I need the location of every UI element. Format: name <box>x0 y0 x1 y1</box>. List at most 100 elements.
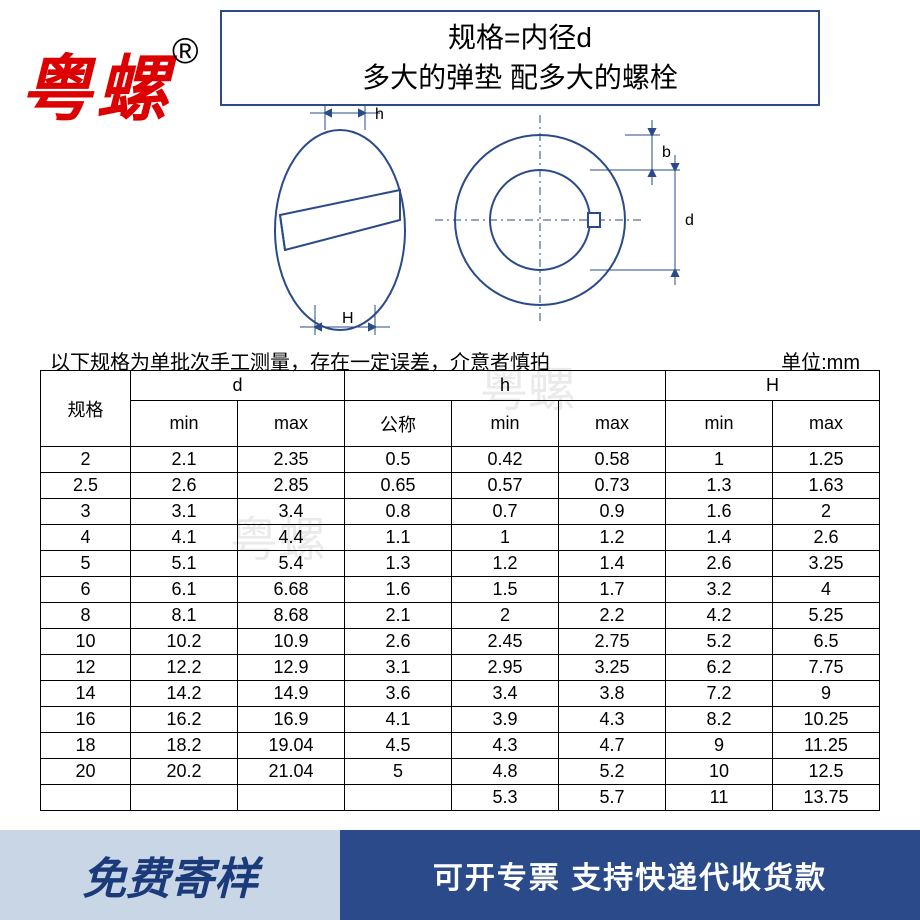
cell <box>345 785 452 811</box>
cell: 2.6 <box>131 473 238 499</box>
cell: 11 <box>666 785 773 811</box>
cell: 1.3 <box>666 473 773 499</box>
table-row: 55.15.41.31.21.42.63.25 <box>41 551 880 577</box>
cell: 0.57 <box>452 473 559 499</box>
cell: 5.2 <box>559 759 666 785</box>
cell: 5.4 <box>238 551 345 577</box>
table-row: 88.18.682.122.24.25.25 <box>41 603 880 629</box>
cell: 3.1 <box>131 499 238 525</box>
cell: 2.85 <box>238 473 345 499</box>
cell: 8 <box>41 603 131 629</box>
cell: 2.5 <box>41 473 131 499</box>
cell: 0.65 <box>345 473 452 499</box>
cell: 7.2 <box>666 681 773 707</box>
cell: 2.6 <box>666 551 773 577</box>
cell: 1.3 <box>345 551 452 577</box>
cell: 9 <box>773 681 880 707</box>
cell: 0.9 <box>559 499 666 525</box>
cell <box>238 785 345 811</box>
table-row: 1414.214.93.63.43.87.29 <box>41 681 880 707</box>
cell <box>131 785 238 811</box>
cell: 3.4 <box>452 681 559 707</box>
cell: 3 <box>41 499 131 525</box>
cell: 21.04 <box>238 759 345 785</box>
cell: 4.5 <box>345 733 452 759</box>
th-sub: min <box>452 401 559 447</box>
footer-banner: 免费寄样 可开专票 支持快递代收货款 <box>0 830 920 920</box>
table-row: 33.13.40.80.70.91.62 <box>41 499 880 525</box>
cell: 1.2 <box>452 551 559 577</box>
th-group-d: d <box>131 371 345 401</box>
cell: 19.04 <box>238 733 345 759</box>
th-spec: 规格 <box>41 371 131 447</box>
cell: 0.73 <box>559 473 666 499</box>
cell: 20.2 <box>131 759 238 785</box>
cell: 4 <box>773 577 880 603</box>
cell: 8.2 <box>666 707 773 733</box>
cell: 16.2 <box>131 707 238 733</box>
th-sub: max <box>773 401 880 447</box>
table-row: 5.35.71113.75 <box>41 785 880 811</box>
cell: 5.25 <box>773 603 880 629</box>
cell: 2.95 <box>452 655 559 681</box>
cell: 2.2 <box>559 603 666 629</box>
cell: 2.75 <box>559 629 666 655</box>
header-box: 规格=内径d 多大的弹垫 配多大的螺栓 <box>220 10 820 106</box>
brand-logo: 粤螺® <box>20 30 203 135</box>
cell: 4.4 <box>238 525 345 551</box>
cell: 5 <box>345 759 452 785</box>
cell: 12 <box>41 655 131 681</box>
cell: 0.42 <box>452 447 559 473</box>
th-sub: min <box>131 401 238 447</box>
cell: 0.8 <box>345 499 452 525</box>
cell: 2.6 <box>345 629 452 655</box>
washer-diagram: h H b d <box>230 105 730 335</box>
label-H-cap: H <box>342 310 354 327</box>
cell: 5.3 <box>452 785 559 811</box>
cell: 4.8 <box>452 759 559 785</box>
cell: 5.7 <box>559 785 666 811</box>
cell: 3.8 <box>559 681 666 707</box>
cell: 5.1 <box>131 551 238 577</box>
cell: 8.68 <box>238 603 345 629</box>
cell: 6 <box>41 577 131 603</box>
cell: 18 <box>41 733 131 759</box>
cell: 6.1 <box>131 577 238 603</box>
label-h: h <box>375 106 384 123</box>
cell: 14 <box>41 681 131 707</box>
cell: 13.75 <box>773 785 880 811</box>
cell: 16.9 <box>238 707 345 733</box>
cell: 1.4 <box>666 525 773 551</box>
table-row: 2020.221.0454.85.21012.5 <box>41 759 880 785</box>
cell: 3.2 <box>666 577 773 603</box>
cell: 2.45 <box>452 629 559 655</box>
spec-table: 规格 d h H minmax公称minmaxminmax 22.12.350.… <box>40 370 880 811</box>
th-sub: max <box>238 401 345 447</box>
cell: 3.25 <box>773 551 880 577</box>
cell: 6.5 <box>773 629 880 655</box>
cell: 2 <box>41 447 131 473</box>
cell: 7.75 <box>773 655 880 681</box>
cell: 0.58 <box>559 447 666 473</box>
cell: 3.4 <box>238 499 345 525</box>
table-row: 1010.210.92.62.452.755.26.5 <box>41 629 880 655</box>
cell: 3.25 <box>559 655 666 681</box>
cell: 12.9 <box>238 655 345 681</box>
table-row: 1616.216.94.13.94.38.210.25 <box>41 707 880 733</box>
cell: 4.7 <box>559 733 666 759</box>
cell: 2.35 <box>238 447 345 473</box>
cell: 1 <box>452 525 559 551</box>
cell: 6.2 <box>666 655 773 681</box>
cell: 2 <box>773 499 880 525</box>
cell: 2.1 <box>131 447 238 473</box>
cell <box>41 785 131 811</box>
cell: 9 <box>666 733 773 759</box>
footer-left: 免费寄样 <box>0 830 340 920</box>
label-b: b <box>662 144 671 161</box>
cell: 2 <box>452 603 559 629</box>
cell: 1.2 <box>559 525 666 551</box>
cell: 4.3 <box>559 707 666 733</box>
cell: 8.1 <box>131 603 238 629</box>
cell: 12.5 <box>773 759 880 785</box>
cell: 1.7 <box>559 577 666 603</box>
